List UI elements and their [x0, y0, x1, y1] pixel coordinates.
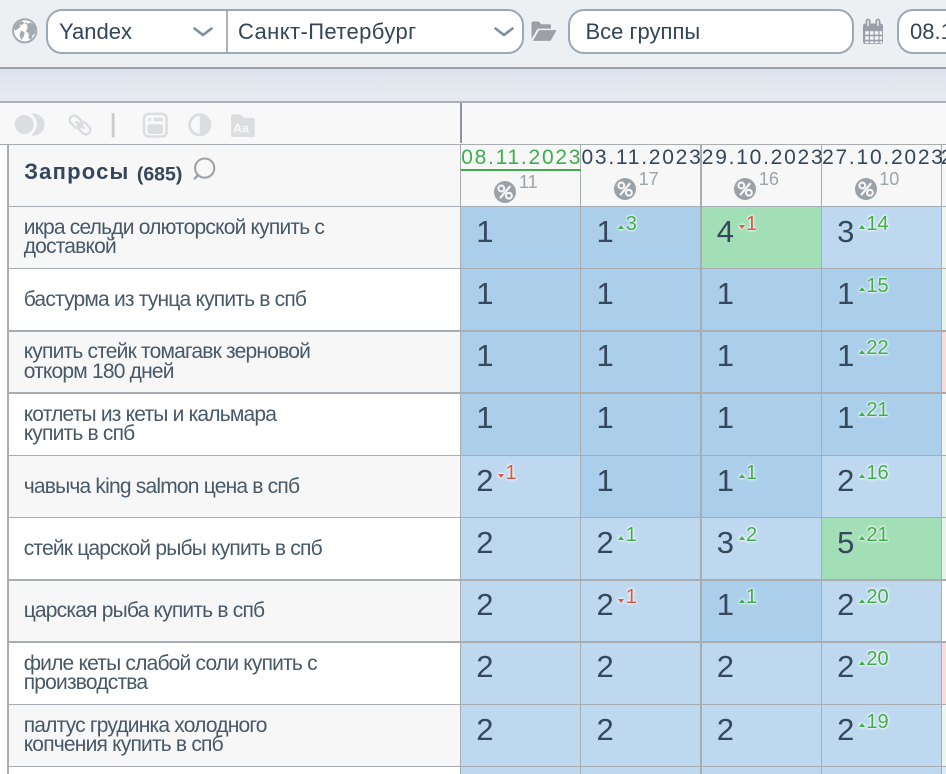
- svg-text:Aa: Aa: [233, 121, 250, 135]
